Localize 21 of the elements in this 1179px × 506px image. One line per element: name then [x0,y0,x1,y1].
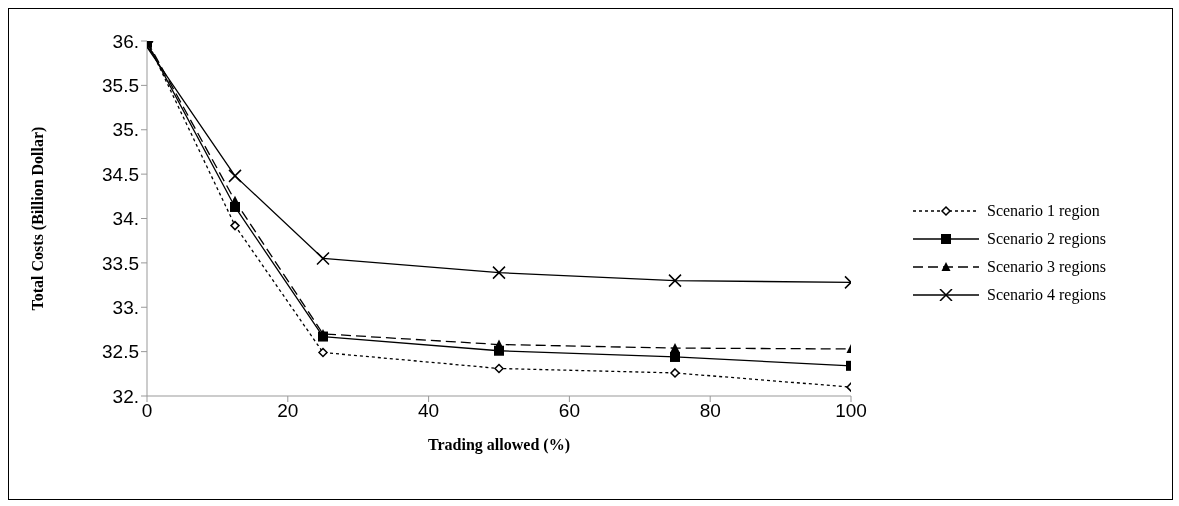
x-tick-label: 0 [141,400,153,422]
x-tick-label: 20 [277,400,299,422]
x-tick-label: 100 [835,400,867,422]
y-axis-title: Total Costs (Billion Dollar) [28,126,47,311]
x-axis-title: Trading allowed (%) [428,436,570,454]
x-tick-label: 60 [558,400,580,422]
y-tick-label: 33. [112,296,139,318]
legend-label: Scenario 2 regions [987,230,1107,248]
x-tick-label: 40 [418,400,440,422]
x-tick-label: 80 [699,400,721,422]
y-tick-label: 36. [112,30,139,52]
y-tick-label: 32.5 [102,341,139,363]
legend-label: Scenario 1 region [987,202,1100,220]
legend-label: Scenario 3 regions [987,258,1107,276]
y-tick-label: 33.5 [102,252,139,274]
y-tick-label: 35. [112,119,139,141]
y-tick-label: 34.5 [102,163,139,185]
y-tick-label: 35.5 [102,75,139,97]
y-tick-label: 32. [112,385,139,407]
y-tick-label: 34. [112,208,139,230]
legend-label: Scenario 4 regions [987,286,1107,304]
